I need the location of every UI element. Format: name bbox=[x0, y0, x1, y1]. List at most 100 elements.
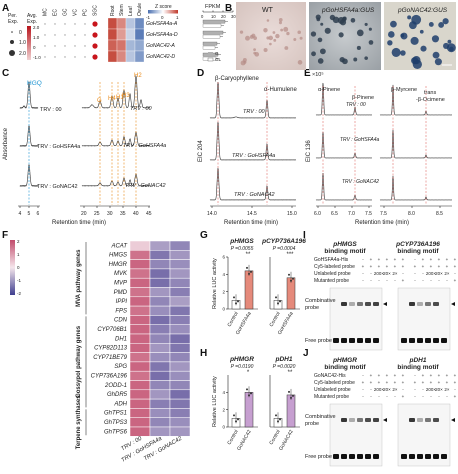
d-trace bbox=[209, 82, 297, 119]
gland-spot bbox=[251, 33, 256, 38]
e-trace-label: TRV : GoHSFA4a bbox=[340, 137, 379, 143]
f-heat-cell bbox=[149, 370, 171, 381]
f-colorbar-tick: 1 bbox=[17, 252, 20, 257]
gland-spot bbox=[263, 48, 268, 53]
f-heat-cell bbox=[169, 408, 191, 418]
dot bbox=[64, 56, 66, 58]
c-trace-label: TRV : GoNAC42 bbox=[125, 183, 166, 189]
complex-band bbox=[373, 302, 379, 306]
cell-type-labels: MC EC GC VC PC SGC bbox=[43, 5, 99, 16]
emsa-cell: + bbox=[414, 380, 417, 385]
dot bbox=[84, 56, 86, 58]
emsa-row-label: Cy5-labeled probe bbox=[314, 380, 355, 386]
legend-swatch-g bbox=[208, 52, 213, 55]
emsa-row-label: GoNAC42-His bbox=[314, 373, 346, 379]
f-gene-label: DH1 bbox=[115, 336, 127, 342]
f-gene-label: CYP706B1 bbox=[97, 327, 127, 333]
f-heat-cell bbox=[169, 268, 191, 279]
combinative-label-2: probe bbox=[305, 421, 319, 427]
f-heat-cell bbox=[169, 361, 191, 372]
complex-band bbox=[341, 302, 347, 306]
luc-tick-label: 2 bbox=[222, 289, 225, 294]
emsa-cell: - bbox=[362, 394, 364, 399]
image-label-nac42: pGoNAC42:GUS bbox=[397, 7, 448, 14]
emsa-cell: - bbox=[362, 257, 364, 262]
f-gene-labels: ACAT HMGS HMGR MVK MVP PMD IPPI FPS CDN CYP706B1 D… bbox=[91, 243, 129, 435]
emsa-cell: - bbox=[370, 271, 372, 276]
free-probe-band bbox=[357, 454, 363, 459]
gland-spot bbox=[239, 30, 244, 34]
gland-spot bbox=[342, 16, 347, 22]
emsa-cell: + bbox=[394, 257, 397, 262]
f-heat-cell bbox=[169, 287, 191, 298]
zscore-colorbar bbox=[148, 10, 178, 14]
emsa-cell: + bbox=[378, 373, 381, 378]
emsa-cell: + bbox=[454, 373, 457, 378]
gland-spot bbox=[316, 17, 321, 22]
emsa-row-label: Unlabeled probe bbox=[314, 387, 351, 393]
gene-label: GoNAC42-A bbox=[146, 43, 175, 49]
complex-band bbox=[425, 302, 431, 306]
luc-tick-label: 0 bbox=[222, 425, 225, 430]
emsa-cell: - bbox=[394, 278, 396, 283]
gland-spot bbox=[442, 18, 449, 25]
gland-spot bbox=[266, 19, 270, 22]
free-probe-band bbox=[433, 338, 439, 343]
legend-swatch-gl bbox=[207, 57, 214, 62]
fpkm-bar bbox=[202, 23, 222, 28]
emsa-cell: - bbox=[430, 394, 432, 399]
emsa-cell: 200× bbox=[374, 387, 385, 392]
gland-spot bbox=[387, 40, 393, 46]
gland-spot bbox=[272, 31, 276, 34]
f-heat-cell bbox=[149, 398, 171, 409]
luc-point bbox=[279, 300, 281, 303]
free-probe-label: Free probe bbox=[305, 338, 332, 344]
zscore-tick: 1 bbox=[176, 15, 179, 20]
gland-spot bbox=[400, 33, 405, 38]
gland-spot bbox=[329, 14, 336, 21]
emsa-cell: - bbox=[402, 387, 404, 392]
dot bbox=[74, 56, 76, 58]
emsa-cell: - bbox=[438, 278, 440, 283]
luc-stars: * bbox=[247, 370, 250, 376]
gland-spot bbox=[317, 37, 323, 43]
panel-letter-c: C bbox=[2, 68, 9, 79]
image-label-hsfa4a: pGoHSFA4a:GUS bbox=[321, 7, 375, 14]
tissue-label: Root bbox=[110, 5, 116, 16]
fpkm-bar bbox=[202, 19, 226, 24]
tissue-label: Ovule bbox=[137, 3, 143, 16]
e-trace-label: TRV : 00 bbox=[346, 102, 366, 108]
c-left-trace-label: TRV : GoNAC42 bbox=[37, 184, 78, 190]
e-x-label: Retention time (min) bbox=[355, 220, 409, 226]
f-heat-cell bbox=[129, 417, 151, 428]
gland-spot bbox=[283, 26, 289, 32]
c-tick-label: 40 bbox=[133, 211, 139, 217]
gland-spot bbox=[350, 18, 356, 23]
emsa-cell: - bbox=[362, 373, 364, 378]
complex-band bbox=[349, 302, 355, 306]
free-probe-band bbox=[409, 454, 415, 459]
f-gene-label: CYP82D113 bbox=[94, 346, 128, 352]
free-probe-band bbox=[401, 454, 407, 459]
f-gene-label: CYP71BE79 bbox=[93, 355, 127, 361]
d-tick-label: 15.0 bbox=[287, 211, 297, 217]
gland-spot bbox=[263, 28, 268, 33]
gland-spot bbox=[278, 17, 283, 22]
emsa-cell: - bbox=[446, 394, 448, 399]
cell-type-label: VC bbox=[73, 9, 79, 16]
gland-spot bbox=[410, 36, 419, 45]
gland-spot bbox=[254, 52, 260, 57]
emsa-cell: + bbox=[446, 264, 449, 269]
d-tick-label: 14.5 bbox=[247, 211, 257, 217]
f-heat-cell bbox=[169, 398, 191, 409]
emsa-cell: 2× bbox=[444, 387, 450, 392]
luc-tick-label: 4 bbox=[222, 272, 225, 277]
gene-label: GoHSFA4a-D bbox=[146, 32, 178, 38]
luc-point bbox=[246, 266, 248, 269]
peak-label: H1 bbox=[116, 95, 124, 101]
emsa-cell: - bbox=[414, 271, 416, 276]
e-peak-label: β-Myrcene bbox=[391, 87, 417, 93]
